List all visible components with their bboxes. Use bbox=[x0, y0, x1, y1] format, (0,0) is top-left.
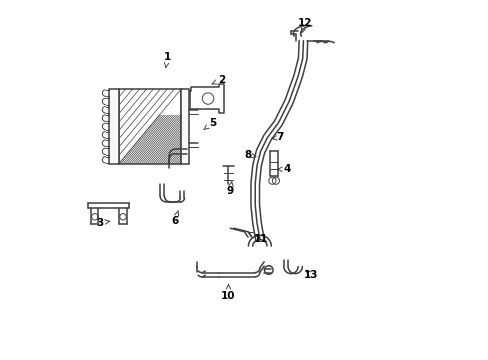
Bar bbox=[108, 89, 119, 164]
Text: 12: 12 bbox=[297, 18, 312, 33]
Text: 11: 11 bbox=[247, 232, 267, 244]
Text: 9: 9 bbox=[226, 182, 233, 196]
Text: 5: 5 bbox=[203, 118, 216, 130]
Bar bbox=[119, 89, 181, 164]
Text: 2: 2 bbox=[212, 75, 224, 85]
Text: 13: 13 bbox=[303, 270, 317, 280]
Text: 4: 4 bbox=[277, 164, 290, 174]
Bar bbox=[181, 89, 189, 164]
Text: 1: 1 bbox=[164, 52, 171, 68]
Text: 7: 7 bbox=[272, 132, 284, 142]
Text: 8: 8 bbox=[244, 150, 255, 160]
Text: 3: 3 bbox=[96, 218, 109, 228]
Text: 10: 10 bbox=[221, 285, 235, 301]
Text: 6: 6 bbox=[171, 211, 179, 226]
